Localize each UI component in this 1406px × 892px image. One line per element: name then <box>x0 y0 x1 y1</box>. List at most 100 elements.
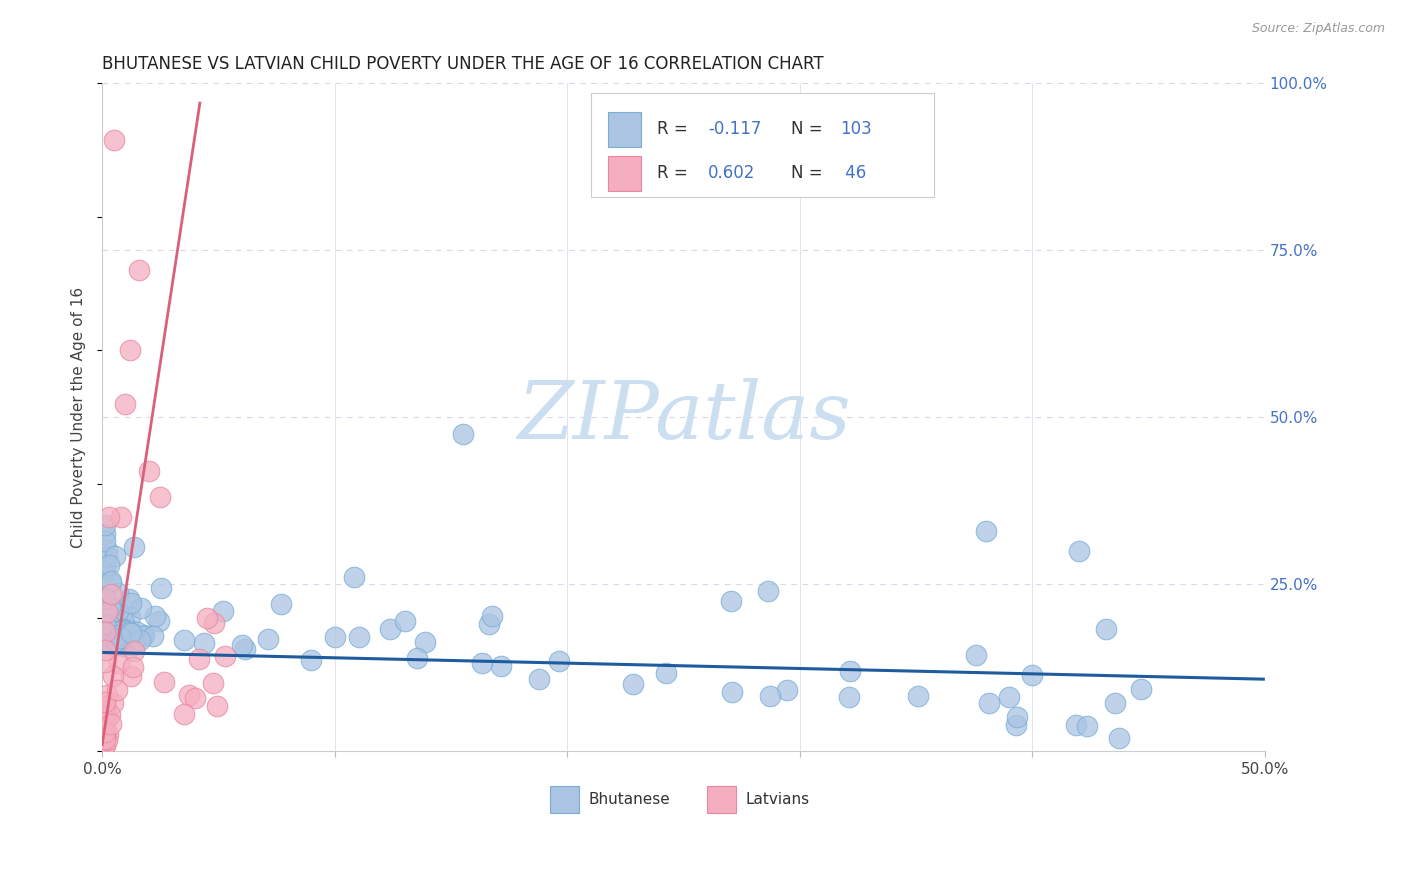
Point <box>153 674 176 689</box>
Point <box>451 426 474 441</box>
Point <box>142 629 165 643</box>
Point <box>103 668 125 682</box>
Point <box>489 658 512 673</box>
Bar <box>607 156 641 191</box>
Point <box>93 628 115 642</box>
Point <box>93 724 115 739</box>
Point <box>406 651 429 665</box>
Point <box>233 642 256 657</box>
Point <box>98 558 121 572</box>
Point <box>720 594 742 608</box>
Point <box>202 616 225 631</box>
Point <box>105 607 128 622</box>
Point <box>173 707 195 722</box>
Text: Latvians: Latvians <box>745 792 810 807</box>
Point <box>122 644 145 658</box>
Point <box>214 648 236 663</box>
Point <box>481 609 503 624</box>
Text: N =: N = <box>790 120 827 138</box>
Point <box>120 343 142 358</box>
Point <box>112 624 135 638</box>
Text: N =: N = <box>790 164 827 182</box>
Point <box>478 616 501 631</box>
Point <box>120 626 142 640</box>
Point <box>621 677 644 691</box>
Point <box>394 614 416 628</box>
Point <box>1076 719 1098 733</box>
Point <box>838 664 860 678</box>
Point <box>105 683 128 698</box>
Point <box>179 688 201 702</box>
Point <box>93 699 115 714</box>
Point <box>93 695 115 709</box>
Point <box>721 685 744 699</box>
Point <box>974 524 997 538</box>
Text: BHUTANESE VS LATVIAN CHILD POVERTY UNDER THE AGE OF 16 CORRELATION CHART: BHUTANESE VS LATVIAN CHILD POVERTY UNDER… <box>103 55 824 73</box>
Text: Bhutanese: Bhutanese <box>588 792 669 807</box>
Point <box>1104 696 1126 710</box>
Point <box>413 634 436 648</box>
Point <box>111 623 134 637</box>
Point <box>1130 682 1153 697</box>
Point <box>104 634 127 648</box>
Point <box>1067 544 1090 558</box>
Point <box>1094 622 1116 636</box>
Point <box>149 491 172 505</box>
Point <box>124 540 146 554</box>
Point <box>100 586 122 600</box>
Point <box>93 709 115 723</box>
Point <box>343 569 366 583</box>
Point <box>101 620 124 634</box>
Point <box>93 706 115 721</box>
Point <box>118 609 141 624</box>
Point <box>96 550 118 565</box>
Point <box>93 559 115 574</box>
Point <box>128 263 150 277</box>
Point <box>97 710 120 724</box>
Point <box>98 628 121 642</box>
Point <box>93 642 115 657</box>
Point <box>96 732 118 747</box>
Point <box>132 629 155 643</box>
Point <box>93 617 115 632</box>
Point <box>759 689 782 703</box>
Point <box>112 631 135 645</box>
Point <box>112 616 135 631</box>
Point <box>118 623 141 637</box>
Point <box>110 510 132 524</box>
Point <box>103 133 125 147</box>
Point <box>184 690 207 705</box>
Point <box>101 638 124 652</box>
Point <box>96 605 118 619</box>
Point <box>907 689 929 703</box>
Text: Source: ZipAtlas.com: Source: ZipAtlas.com <box>1251 22 1385 36</box>
Point <box>93 732 115 747</box>
Point <box>1004 718 1026 732</box>
Point <box>231 638 253 652</box>
Point <box>655 665 678 680</box>
Point <box>96 618 118 632</box>
Point <box>105 638 128 652</box>
Point <box>98 707 121 722</box>
Point <box>270 597 292 611</box>
Point <box>1108 731 1130 745</box>
Point <box>122 659 145 673</box>
Point <box>111 622 134 636</box>
Point <box>112 613 135 627</box>
Point <box>93 565 115 579</box>
Text: 46: 46 <box>841 164 866 182</box>
Point <box>98 510 121 524</box>
Point <box>150 581 173 595</box>
Point <box>96 689 118 703</box>
Point <box>201 675 224 690</box>
Point <box>979 696 1001 710</box>
Point <box>94 517 117 532</box>
Point <box>148 614 170 628</box>
Point <box>118 625 141 640</box>
Point <box>193 636 215 650</box>
Point <box>756 583 779 598</box>
Point <box>98 635 121 649</box>
Point <box>129 632 152 647</box>
Point <box>107 628 129 642</box>
Point <box>100 575 122 590</box>
